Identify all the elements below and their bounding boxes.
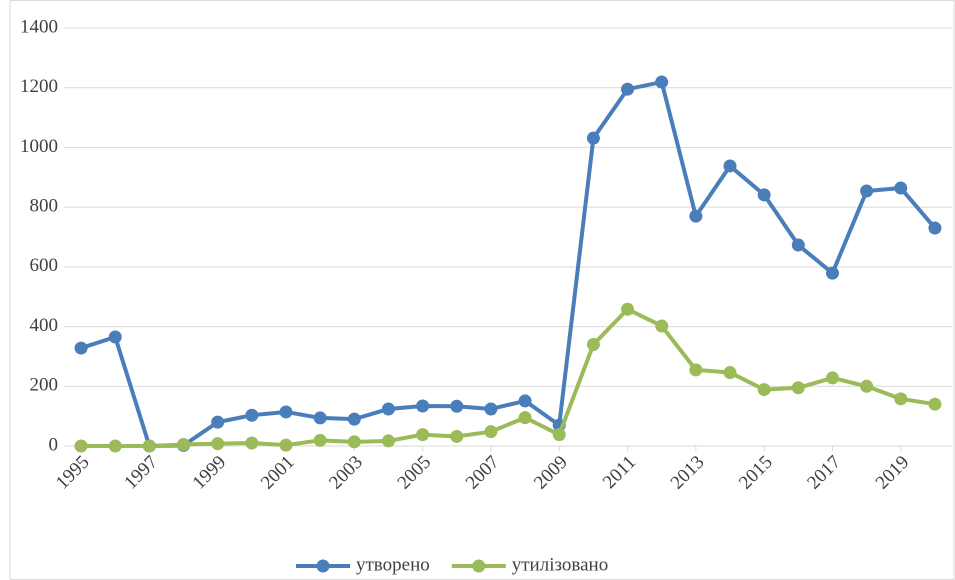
point: [791, 381, 805, 395]
legend-label: утворено: [356, 554, 430, 575]
point: [689, 363, 703, 377]
x-tick-label: 1997: [120, 452, 162, 494]
x-tick-label: 2005: [394, 452, 436, 494]
y-tick-label: 0: [49, 434, 59, 455]
point: [381, 434, 395, 448]
point: [381, 402, 395, 416]
point: [518, 411, 532, 425]
series-line: [81, 307, 936, 448]
point: [860, 379, 874, 393]
point: [518, 394, 532, 408]
x-tick-label: 2013: [667, 452, 709, 494]
point: [825, 371, 839, 385]
point: [142, 439, 156, 453]
point: [416, 428, 430, 442]
point: [416, 399, 430, 413]
y-tick-label: 200: [30, 375, 59, 396]
x-tick-label: 1999: [189, 452, 231, 494]
y-tick-label: 1200: [20, 76, 58, 97]
x-tick-label: 2003: [325, 452, 367, 494]
point: [108, 330, 122, 344]
point: [450, 429, 464, 443]
point: [177, 438, 191, 452]
point: [74, 439, 88, 453]
y-tick-label: 600: [30, 255, 59, 276]
x-tick-label: 2009: [530, 452, 572, 494]
point: [791, 238, 805, 252]
y-tick-label: 1000: [20, 136, 58, 157]
point: [894, 181, 908, 195]
point: [655, 75, 669, 89]
x-tick-label: 2011: [599, 452, 640, 493]
x-tick-label: 2007: [462, 452, 504, 494]
y-tick-label: 400: [30, 315, 59, 336]
point: [689, 209, 703, 223]
point: [211, 415, 225, 429]
point: [723, 159, 737, 173]
point: [108, 439, 122, 453]
point: [347, 412, 361, 426]
x-tick-label: 2001: [257, 452, 299, 494]
point: [313, 433, 327, 447]
point: [928, 221, 942, 235]
point: [279, 438, 293, 452]
point: [74, 341, 88, 355]
x-tick-label: 2019: [872, 452, 914, 494]
series-line: [80, 80, 937, 448]
point: [860, 184, 874, 198]
point: [484, 425, 498, 439]
y-tick-label: 800: [30, 196, 59, 217]
point: [825, 266, 839, 280]
point: [484, 402, 498, 416]
point: [245, 436, 259, 450]
point: [211, 437, 225, 451]
y-tick-label: 1400: [20, 16, 58, 37]
point: [621, 82, 635, 96]
point: [347, 435, 361, 449]
point: [586, 337, 600, 351]
legend-marker: [472, 559, 486, 573]
point: [450, 399, 464, 413]
legend-marker: [316, 559, 330, 573]
point: [279, 405, 293, 419]
x-tick-label: 2017: [803, 452, 845, 494]
point: [313, 411, 327, 425]
point: [655, 319, 669, 333]
x-tick-label: 1995: [52, 452, 94, 494]
point: [245, 408, 259, 422]
point: [894, 392, 908, 406]
point: [552, 428, 566, 442]
point: [621, 302, 635, 316]
point: [928, 397, 942, 411]
point: [586, 131, 600, 145]
legend-label: утилізовано: [512, 554, 608, 575]
point: [757, 188, 771, 202]
point: [757, 383, 771, 397]
x-tick-label: 2015: [735, 452, 777, 494]
point: [723, 366, 737, 380]
